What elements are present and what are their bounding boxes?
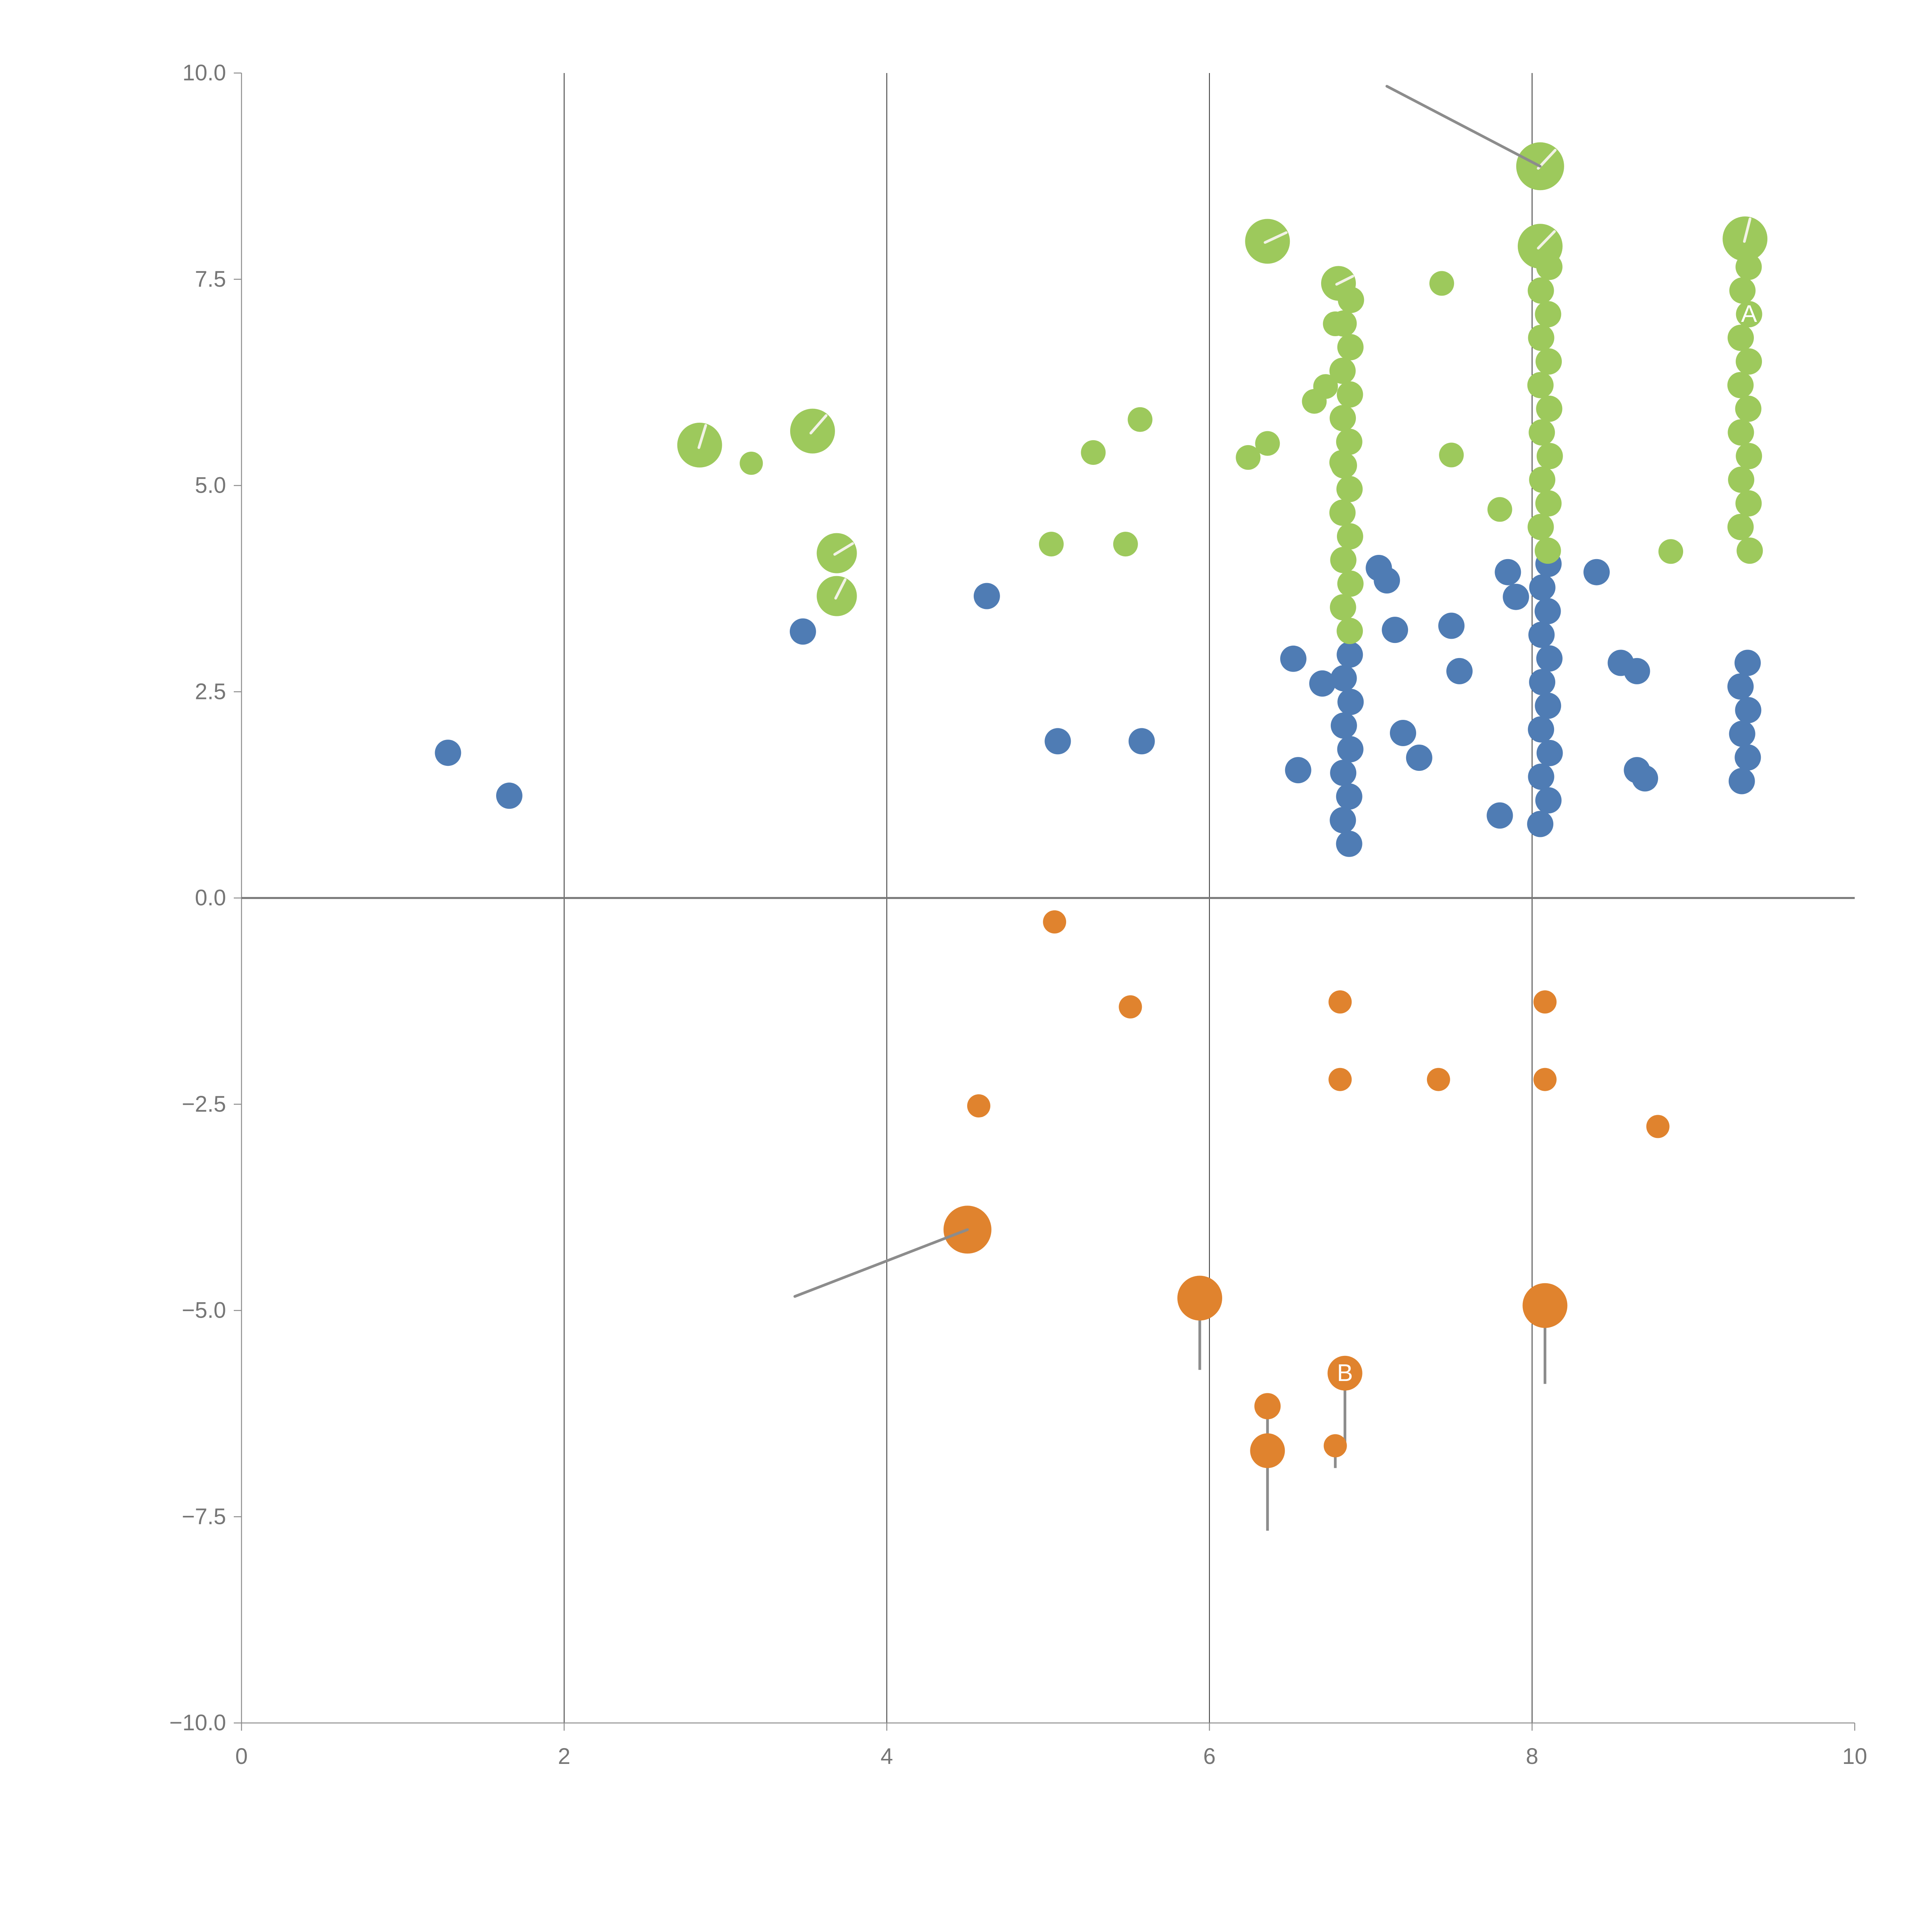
svg-text:8: 8	[1526, 1744, 1538, 1769]
svg-text:4: 4	[881, 1744, 893, 1769]
svg-text:10: 10	[1842, 1744, 1867, 1769]
svg-text:2.5: 2.5	[195, 679, 226, 704]
svg-text:−5.0: −5.0	[182, 1298, 226, 1323]
svg-text:−2.5: −2.5	[182, 1092, 226, 1117]
svg-text:−7.5: −7.5	[182, 1504, 226, 1529]
svg-text:6: 6	[1203, 1744, 1216, 1769]
svg-text:10.0: 10.0	[182, 60, 226, 85]
svg-text:0: 0	[235, 1744, 248, 1769]
svg-text:2: 2	[558, 1744, 570, 1769]
svg-text:A: A	[1741, 301, 1757, 327]
svg-text:0.0: 0.0	[195, 885, 226, 910]
svg-text:5.0: 5.0	[195, 473, 226, 498]
svg-text:B: B	[1337, 1360, 1353, 1386]
svg-text:−10.0: −10.0	[169, 1710, 226, 1735]
svg-text:7.5: 7.5	[195, 267, 226, 292]
